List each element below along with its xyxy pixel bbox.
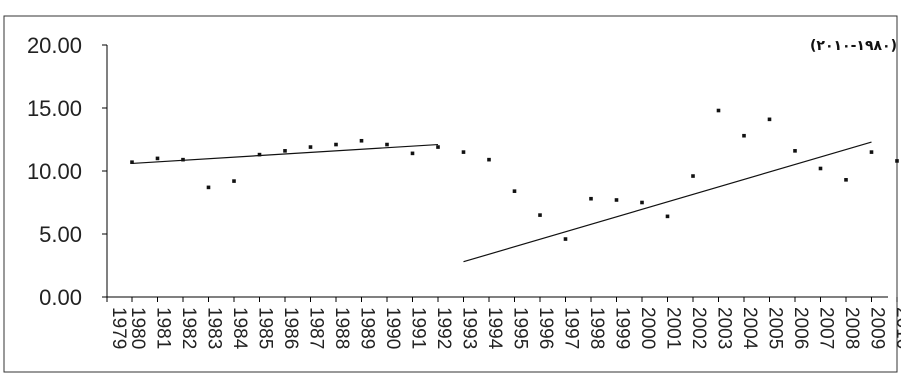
x-tick-label: 1994	[484, 307, 505, 350]
data-point	[181, 157, 185, 162]
data-point	[206, 185, 211, 190]
y-tick-label: 15.00	[27, 96, 82, 121]
y-tick-label: 5.00	[39, 222, 82, 247]
data-point	[563, 237, 568, 241]
x-tick-label: 2003	[714, 307, 735, 349]
x-tick-label: 1982	[178, 307, 199, 349]
data-point	[487, 157, 491, 162]
chart-title: معدلات البطالة الجزئية بالفئة [٢٠-٢٥] لل…	[810, 38, 901, 54]
data-point	[512, 189, 517, 193]
x-tick-label: 1995	[510, 307, 531, 349]
data-point	[232, 179, 236, 183]
x-tick-label: 2004	[739, 307, 760, 350]
x-tick-label: 1993	[459, 307, 480, 349]
data-point	[691, 174, 695, 178]
x-tick-label: 1992	[433, 307, 454, 349]
x-tick-label: 2009	[867, 307, 888, 349]
x-tick-label: 2000	[637, 307, 658, 349]
x-tick-label: 1986	[280, 307, 301, 349]
data-point	[155, 156, 160, 161]
x-tick-label: 1996	[535, 307, 556, 349]
x-tick-label: 1983	[204, 307, 225, 349]
x-tick-label: 1985	[255, 307, 276, 349]
data-point	[895, 159, 899, 163]
x-tick-label: 1998	[586, 307, 607, 349]
data-point	[436, 145, 440, 149]
x-tick-label: 1997	[561, 307, 582, 349]
data-point	[385, 142, 389, 147]
data-point	[410, 151, 415, 156]
data-point	[793, 149, 797, 153]
x-tick-label: 1989	[357, 307, 378, 349]
data-point	[614, 198, 619, 202]
data-point	[818, 166, 823, 171]
data-point	[716, 108, 721, 113]
x-tick-label: 1984	[229, 307, 250, 350]
data-points	[130, 108, 899, 241]
x-tick-label: 1987	[306, 307, 327, 349]
x-tick-label: 1980	[127, 307, 148, 349]
data-point	[589, 196, 593, 201]
x-tick-label: 1988	[331, 307, 352, 349]
data-point	[665, 214, 670, 219]
data-point	[359, 138, 364, 143]
data-point	[640, 200, 644, 205]
x-tick-label: 2010	[892, 307, 901, 349]
data-point	[257, 152, 262, 157]
data-point	[844, 178, 848, 182]
x-tick-label: 2008	[841, 307, 862, 349]
data-point	[308, 145, 313, 149]
x-tick-label: 1991	[408, 307, 429, 349]
data-point	[283, 149, 287, 153]
y-tick-label: 10.00	[27, 159, 82, 184]
x-tick-label: 2006	[790, 307, 811, 349]
y-tick-label: 0.00	[39, 285, 82, 310]
x-tick-label: 2002	[688, 307, 709, 349]
data-point	[334, 142, 338, 147]
data-point	[767, 117, 772, 122]
x-tick-label: 1990	[382, 307, 403, 349]
x-tick-label: 2001	[663, 307, 684, 349]
chart-frame	[3, 15, 898, 373]
x-tick-label: 1999	[612, 307, 633, 349]
trendline	[463, 141, 872, 263]
x-tick-label: 2007	[816, 307, 837, 349]
y-tick-label: 20.00	[27, 33, 82, 58]
x-tick-label: 2005	[765, 307, 786, 349]
x-tick-label: 1979	[108, 307, 129, 349]
data-point	[869, 150, 874, 154]
data-point	[538, 213, 542, 217]
x-tick-label: 1981	[153, 307, 174, 349]
data-point	[461, 150, 466, 154]
data-point	[130, 160, 134, 164]
data-point	[742, 133, 746, 138]
